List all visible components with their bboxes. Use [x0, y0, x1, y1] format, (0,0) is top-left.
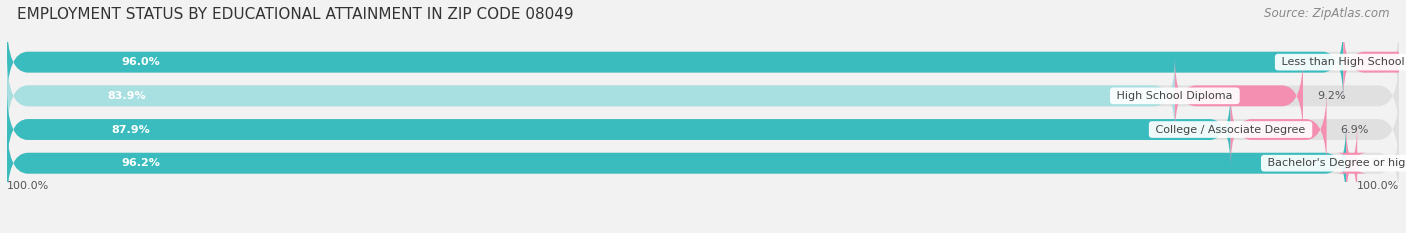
Text: Source: ZipAtlas.com: Source: ZipAtlas.com: [1264, 7, 1389, 20]
FancyBboxPatch shape: [7, 22, 1343, 102]
Text: 100.0%: 100.0%: [7, 181, 49, 191]
Text: 0.8%: 0.8%: [1371, 158, 1399, 168]
Text: 83.9%: 83.9%: [107, 91, 146, 101]
Text: EMPLOYMENT STATUS BY EDUCATIONAL ATTAINMENT IN ZIP CODE 08049: EMPLOYMENT STATUS BY EDUCATIONAL ATTAINM…: [17, 7, 574, 22]
FancyBboxPatch shape: [7, 56, 1175, 136]
Legend: In Labor Force, Unemployed: In Labor Force, Unemployed: [596, 230, 810, 233]
FancyBboxPatch shape: [7, 22, 1399, 102]
FancyBboxPatch shape: [7, 56, 1399, 136]
Text: College / Associate Degree: College / Associate Degree: [1152, 124, 1309, 134]
FancyBboxPatch shape: [1343, 22, 1406, 102]
FancyBboxPatch shape: [1336, 123, 1367, 203]
FancyBboxPatch shape: [7, 123, 1399, 203]
Text: 9.2%: 9.2%: [1317, 91, 1346, 101]
Text: 96.2%: 96.2%: [121, 158, 160, 168]
FancyBboxPatch shape: [1175, 56, 1303, 136]
Text: 6.9%: 6.9%: [1340, 124, 1369, 134]
Text: Less than High School: Less than High School: [1278, 57, 1406, 67]
FancyBboxPatch shape: [7, 123, 1346, 203]
FancyBboxPatch shape: [7, 89, 1230, 170]
Text: 87.9%: 87.9%: [112, 124, 150, 134]
Text: 100.0%: 100.0%: [1357, 181, 1399, 191]
Text: High School Diploma: High School Diploma: [1114, 91, 1236, 101]
Text: 96.0%: 96.0%: [121, 57, 160, 67]
Text: Bachelor's Degree or higher: Bachelor's Degree or higher: [1264, 158, 1406, 168]
FancyBboxPatch shape: [7, 89, 1399, 170]
FancyBboxPatch shape: [1230, 89, 1327, 170]
